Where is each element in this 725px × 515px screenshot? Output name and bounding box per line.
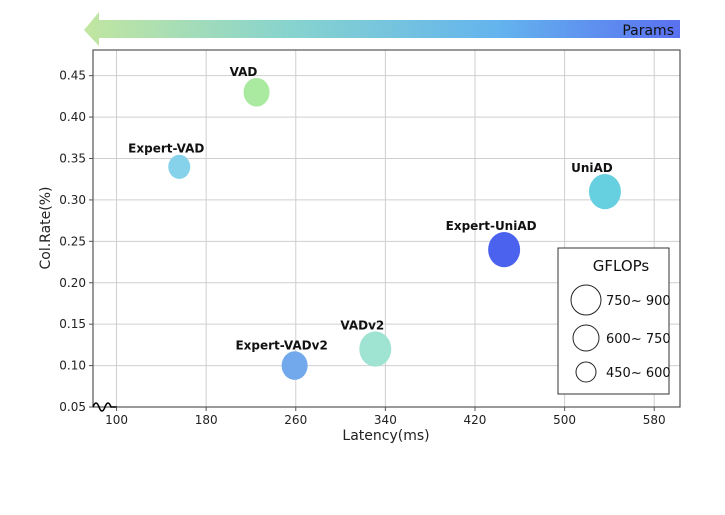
y-tick-label: 0.05 [59, 400, 86, 414]
x-tick-label: 180 [195, 413, 218, 427]
plot-frame [92, 49, 681, 408]
legend-title: GFLOPs [593, 257, 650, 275]
bubble-vad [243, 77, 270, 107]
x-tick-label: 100 [105, 413, 128, 427]
x-axis-label: Latency(ms) [342, 428, 429, 444]
x-tick-label: 500 [553, 413, 576, 427]
ticks: 100 180 260 340 420 500 580 0.05 0.10 0.15 0.20 0.2… [59, 69, 665, 427]
bubble-label: VADv2 [340, 318, 384, 332]
legend-circle [570, 284, 602, 316]
legend-circle [575, 361, 597, 383]
legend-entry-label: 450~ 600 [606, 366, 671, 381]
axis-break-icon [92, 402, 117, 412]
params-arrow [84, 12, 680, 46]
legend-circle [572, 324, 600, 352]
bubble-uniad [588, 174, 621, 210]
bubble-vadv2 [359, 331, 392, 367]
y-tick-label: 0.15 [59, 317, 86, 331]
y-tick-label: 0.25 [59, 234, 86, 248]
bubble-expert-vadv2 [281, 351, 308, 380]
y-tick-label: 0.40 [59, 110, 86, 124]
x-tick-label: 260 [284, 413, 307, 427]
y-tick-label: 0.10 [59, 359, 86, 373]
y-tick-label: 0.35 [59, 152, 86, 166]
legend: GFLOPs 750~ 900 600~ 750 450~ 600 [557, 247, 671, 395]
bubble-label: UniAD [571, 161, 613, 175]
y-tick-label: 0.45 [59, 69, 86, 83]
bubble-expert-uniad [488, 232, 521, 268]
bubbles: VAD Expert-VAD UniAD Expert-UniAD VADv2 Exper… [128, 65, 621, 380]
bubble-label: Expert-VAD [128, 142, 204, 156]
x-tick-label: 420 [464, 413, 487, 427]
x-tick-label: 580 [643, 413, 666, 427]
params-banner: Params [84, 12, 680, 46]
bubble-label: Expert-VADv2 [235, 338, 327, 352]
y-tick-label: 0.20 [59, 276, 86, 290]
y-tick-label: 0.30 [59, 193, 86, 207]
params-label: Params [622, 23, 674, 39]
x-tick-label: 340 [374, 413, 397, 427]
legend-entry-label: 750~ 900 [606, 294, 671, 309]
bubble-expert-vad [168, 154, 191, 179]
legend-entry-label: 600~ 750 [606, 332, 671, 347]
bubble-label: Expert-UniAD [446, 219, 537, 233]
y-axis-label: Col.Rate(%) [38, 186, 54, 269]
bubble-label: VAD [230, 65, 258, 79]
